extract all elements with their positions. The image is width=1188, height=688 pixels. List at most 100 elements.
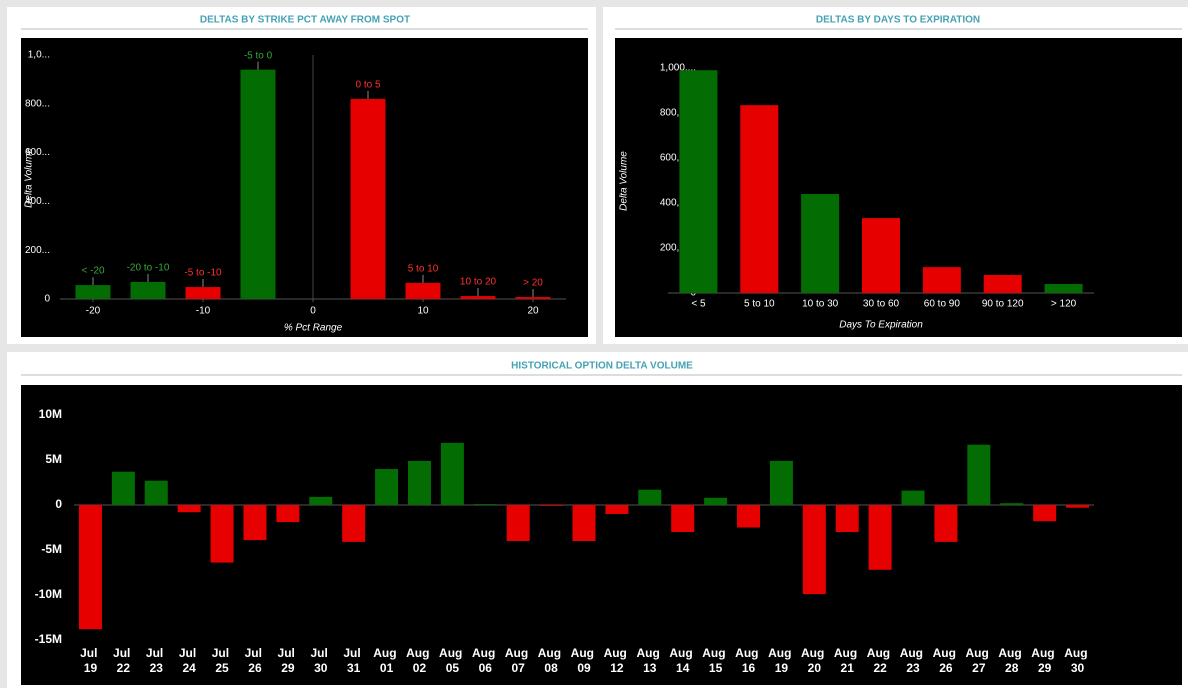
- x-tick-label: > 120: [1051, 299, 1077, 310]
- bar: [506, 505, 530, 541]
- bar: [276, 505, 300, 523]
- label-line: Aug: [735, 646, 762, 660]
- label-line: Aug: [834, 646, 861, 660]
- label-line: Jul: [80, 646, 101, 660]
- y-axis-label: Delta Volume: [619, 151, 630, 211]
- bar: [802, 505, 826, 595]
- label-line: Aug: [768, 646, 795, 660]
- bar: [473, 504, 497, 505]
- x-tick-label: 10: [417, 306, 429, 317]
- x-tick-label: Aug 07: [505, 646, 532, 675]
- label-line: Jul: [212, 646, 233, 660]
- bar: [605, 505, 629, 514]
- x-tick-label: Aug 29: [1031, 646, 1058, 675]
- label-line: 12: [610, 661, 624, 675]
- x-tick-label: Aug 09: [571, 646, 598, 675]
- bar: [967, 444, 991, 505]
- x-tick-label: Aug 22: [867, 646, 894, 675]
- label-line: 07: [512, 661, 526, 675]
- bar: [130, 281, 166, 299]
- x-tick-label: Jul 30: [310, 646, 331, 675]
- label-line: 05: [446, 661, 460, 675]
- label-line: Aug: [538, 646, 565, 660]
- label-line: Aug: [439, 646, 466, 660]
- data-label: -5 to -10: [184, 268, 222, 279]
- bar: [1033, 505, 1057, 522]
- label-line: 23: [906, 661, 920, 675]
- data-label: > 20: [523, 278, 543, 289]
- x-tick-label: Aug 26: [933, 646, 960, 675]
- label-line: Aug: [801, 646, 828, 660]
- label-line: Jul: [245, 646, 266, 660]
- y-tick-label: 400,000: [660, 198, 697, 209]
- y-tick-label: 10M: [39, 407, 62, 421]
- y-tick-label: 400...: [25, 196, 50, 207]
- label-line: 20: [808, 661, 822, 675]
- label-line: 23: [150, 661, 164, 675]
- x-tick-label: Jul 26: [245, 646, 266, 675]
- data-label: 5 to 10: [408, 264, 439, 275]
- label-line: Aug: [505, 646, 532, 660]
- x-tick-label: Aug 16: [735, 646, 762, 675]
- x-axis-label: % Pct Range: [284, 323, 343, 334]
- x-tick-label: Aug 28: [998, 646, 1025, 675]
- label-line: Aug: [702, 646, 729, 660]
- bar: [737, 505, 761, 528]
- x-axis-label: Days To Expiration: [839, 320, 923, 331]
- label-line: 28: [1005, 661, 1019, 675]
- label-line: 26: [939, 661, 953, 675]
- bar: [572, 505, 596, 541]
- label-line: 19: [775, 661, 789, 675]
- y-tick-label: 1,0...: [28, 50, 50, 61]
- label-line: Jul: [310, 646, 331, 660]
- label-line: 06: [479, 661, 493, 675]
- bar: [210, 505, 234, 563]
- bar: [983, 275, 1022, 293]
- bar: [862, 218, 900, 293]
- x-tick-label: Aug 01: [373, 646, 400, 675]
- x-tick-label: Aug 20: [801, 646, 828, 675]
- label-line: 22: [873, 661, 887, 675]
- label-line: Aug: [900, 646, 927, 660]
- y-tick-label: 0: [55, 497, 62, 511]
- data-label: -20 to -10: [127, 263, 170, 274]
- bar: [405, 282, 441, 299]
- x-tick-label: Jul 22: [113, 646, 134, 675]
- y-tick-label: 1,000,...: [660, 63, 696, 74]
- plot-bg: [21, 385, 1182, 685]
- label-line: 26: [248, 661, 262, 675]
- y-tick-label: -10M: [35, 587, 62, 601]
- label-line: 29: [1038, 661, 1052, 675]
- bar: [375, 469, 399, 505]
- bar: [407, 460, 431, 505]
- bar: [111, 471, 135, 505]
- bar: [679, 70, 718, 293]
- x-tick-label: Aug 02: [406, 646, 433, 675]
- label-line: Aug: [373, 646, 400, 660]
- bar: [75, 285, 111, 299]
- label-line: 13: [643, 661, 657, 675]
- x-tick-label: Jul 29: [278, 646, 299, 675]
- data-label: 0 to 5: [355, 80, 380, 91]
- bar: [440, 442, 464, 505]
- label-line: 19: [84, 661, 98, 675]
- x-tick-label: Aug 30: [1064, 646, 1091, 675]
- label-line: 15: [709, 661, 723, 675]
- label-line: 27: [972, 661, 986, 675]
- label-line: Jul: [146, 646, 167, 660]
- bar: [144, 480, 168, 505]
- label-line: Aug: [1064, 646, 1091, 660]
- x-tick-label: 90 to 120: [982, 299, 1024, 310]
- bar: [740, 105, 779, 293]
- bar: [671, 505, 695, 532]
- x-tick-label: 5 to 10: [744, 299, 775, 310]
- y-tick-label: 200,000: [660, 243, 697, 254]
- label-line: Aug: [472, 646, 499, 660]
- y-tick-label: -5M: [41, 542, 62, 556]
- bar: [922, 267, 961, 293]
- label-line: 24: [182, 661, 196, 675]
- x-tick-label: Aug 05: [439, 646, 466, 675]
- label-line: 29: [281, 661, 295, 675]
- label-line: Aug: [571, 646, 598, 660]
